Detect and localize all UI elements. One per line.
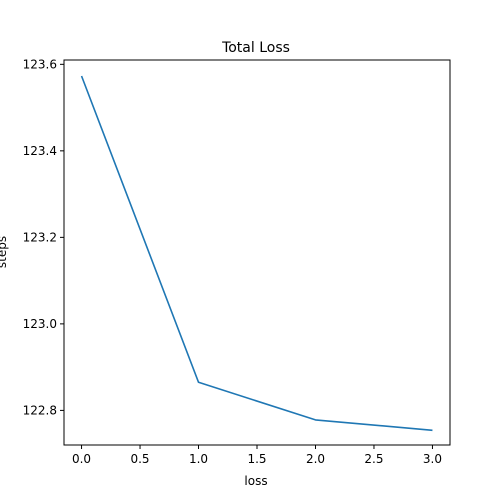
- y-tick-label: 122.8: [23, 403, 57, 417]
- y-tick-label: 123.2: [23, 230, 57, 244]
- series-layer: [80, 75, 433, 432]
- y-tick-label: 123.4: [23, 144, 57, 158]
- x-axis-ticks: 0.0 0.5 1.0 1.5 2.0 2.5 3.0: [72, 445, 442, 466]
- y-axis-label: steps: [0, 236, 9, 268]
- x-tick-label: 2.5: [364, 452, 383, 466]
- x-tick-label: 0.0: [72, 452, 91, 466]
- series-line: [80, 75, 433, 432]
- x-axis-label: loss: [244, 474, 267, 488]
- y-tick-label: 123.0: [23, 317, 57, 331]
- x-tick-label: 2.0: [306, 452, 325, 466]
- y-tick-label: 123.6: [23, 57, 57, 71]
- x-tick-label: 1.0: [189, 452, 208, 466]
- x-tick-label: 3.0: [423, 452, 442, 466]
- x-tick-label: 1.5: [247, 452, 266, 466]
- chart-title: Total Loss: [221, 40, 290, 56]
- x-tick-label: 0.5: [130, 452, 149, 466]
- plot-frame: [63, 59, 451, 446]
- y-axis-ticks: 122.8 123.0 123.2 123.4 123.6: [23, 57, 64, 417]
